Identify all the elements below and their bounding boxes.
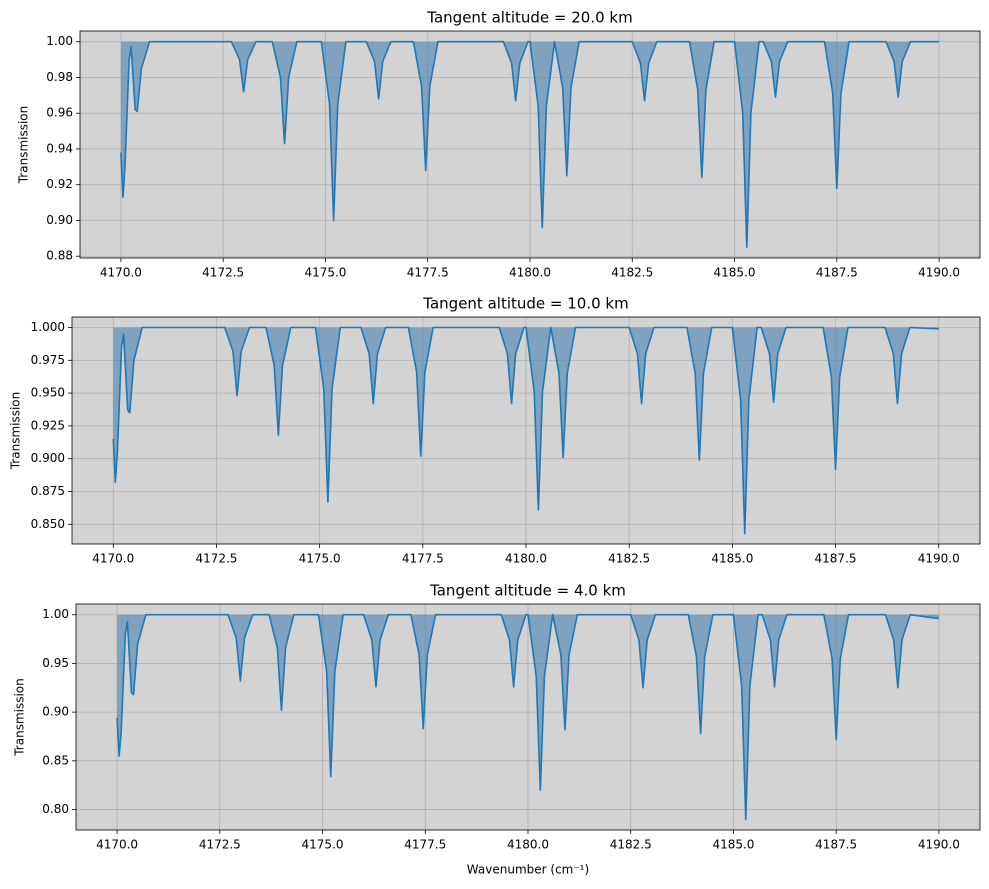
y-tick-label: 0.90 [42,705,69,719]
x-tick-label: 4187.5 [816,266,858,280]
x-tick-label: 4182.5 [610,838,652,852]
chart-title: Tangent altitude = 20.0 km [426,9,632,27]
x-tick-label: 4175.0 [302,838,344,852]
x-tick-label: 4180.0 [509,266,551,280]
y-tick-label: 0.90 [46,213,73,227]
y-axis-label: Transmission [9,392,23,471]
x-tick-label: 4175.0 [304,266,346,280]
x-tick-label: 4187.5 [815,838,857,852]
chart-title: Tangent altitude = 10.0 km [422,295,628,313]
plot-frame [79,30,981,259]
x-tick-label: 4180.0 [505,552,547,566]
plot-frame [75,603,981,831]
x-tick-label: 4185.0 [711,552,753,566]
y-tick-label: 0.96 [46,106,73,120]
y-tick-label: 0.900 [31,451,65,465]
x-tick-label: 4175.0 [299,552,341,566]
y-tick-label: 0.975 [31,353,65,367]
x-tick-label: 4190.0 [918,266,960,280]
y-tick-label: 0.98 [46,70,73,84]
y-tick-label: 0.80 [42,802,69,816]
x-tick-label: 4172.5 [199,838,241,852]
line [112,326,939,535]
line [120,40,940,249]
y-tick-label: 1.00 [46,34,73,48]
x-tick-label: 4182.5 [608,552,650,566]
y-tick-label: 0.925 [31,418,65,432]
x-tick-label: 4170.0 [96,838,138,852]
x-tick-label: 4177.5 [402,552,444,566]
y-tick-label: 0.95 [42,656,69,670]
y-axis-label: Transmission [13,678,27,757]
y-tick-label: 0.94 [46,141,73,155]
y-tick-label: 0.875 [31,484,65,498]
x-tick-label: 4180.0 [507,838,549,852]
y-tick-label: 0.950 [31,386,65,400]
x-tick-label: 4185.0 [712,838,754,852]
y-tick-label: 0.850 [31,517,65,531]
x-tick-label: 4170.0 [92,552,134,566]
x-tick-label: 4182.5 [611,266,653,280]
x-tick-label: 4177.5 [404,838,446,852]
y-tick-label: 1.000 [31,320,65,334]
y-tick-label: 0.92 [46,177,73,191]
y-axis-label: Transmission [17,106,31,185]
x-tick-label: 4190.0 [918,838,960,852]
x-tick-label: 4177.5 [407,266,449,280]
x-tick-label: 4172.5 [202,266,244,280]
y-tick-label: 0.85 [42,753,69,767]
y-tick-label: 0.88 [46,249,73,263]
x-tick-label: 4187.5 [815,552,857,566]
x-tick-label: 4190.0 [918,552,960,566]
x-tick-label: 4170.0 [100,266,142,280]
x-tick-label: 4172.5 [195,552,237,566]
plot-frame [71,316,981,545]
y-tick-label: 1.00 [42,607,69,621]
chart-title: Tangent altitude = 4.0 km [429,582,626,600]
x-axis-label: Wavenumber (cm⁻¹) [467,863,589,877]
x-tick-label: 4185.0 [714,266,756,280]
line [116,613,940,821]
